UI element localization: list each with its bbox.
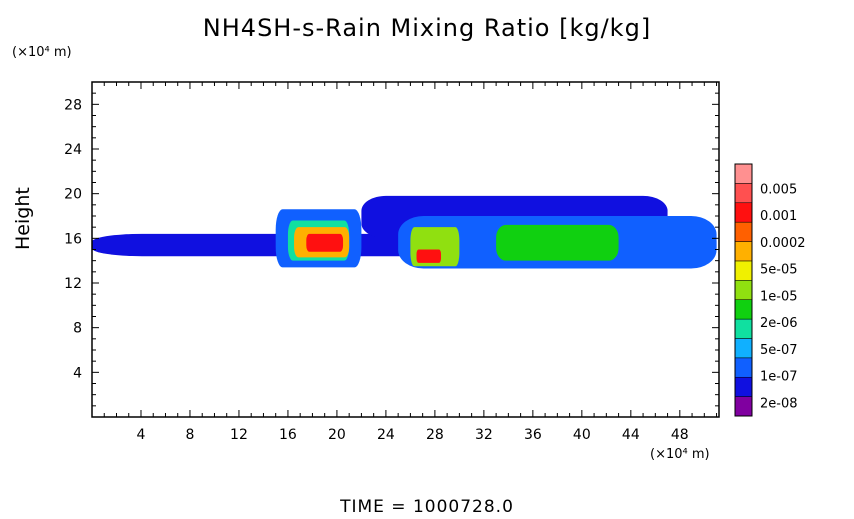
x-tick-label: 48 xyxy=(671,427,689,443)
time-label: TIME = 1000728.0 xyxy=(340,497,514,517)
y-tick-label: 4 xyxy=(73,365,82,381)
x-axis-unit: (×10⁴ m) xyxy=(650,447,710,462)
y-axis-unit: (×10⁴ m) xyxy=(12,45,72,60)
colorbar-swatch xyxy=(734,338,753,359)
colorbar-label: 1e-07 xyxy=(760,370,798,385)
colorbar-swatch xyxy=(734,318,753,339)
colorbar-swatch xyxy=(734,241,753,262)
y-tick-label: 20 xyxy=(64,187,82,203)
colorbar-swatch xyxy=(734,202,753,223)
colorbar-swatch xyxy=(734,299,753,320)
x-tick-label: 8 xyxy=(186,427,195,443)
x-tick-label: 16 xyxy=(279,427,297,443)
x-tick-label: 24 xyxy=(377,427,395,443)
colorbar-label: 2e-08 xyxy=(760,396,798,411)
colorbar-label: 2e-06 xyxy=(760,316,798,331)
colorbar-swatch xyxy=(734,376,753,397)
colorbar-label: 5e-07 xyxy=(760,343,798,358)
x-tick-label: 44 xyxy=(622,427,640,443)
colorbar-swatch xyxy=(734,280,753,300)
colorbar-label: 1e-05 xyxy=(760,289,798,304)
y-tick-label: 8 xyxy=(73,321,82,337)
x-tick-label: 32 xyxy=(475,427,493,443)
colorbar-label: 5e-05 xyxy=(760,263,798,278)
colorbar-label: 0.0002 xyxy=(760,236,806,251)
colorbar-swatch xyxy=(734,357,753,378)
x-tick-label: 40 xyxy=(573,427,591,443)
colorbar-swatch xyxy=(734,183,753,204)
chart-title: NH4SH-s-Rain Mixing Ratio [kg/kg] xyxy=(202,14,652,42)
colorbar-frame xyxy=(734,163,753,417)
field-region xyxy=(416,249,442,263)
colorbar-swatch xyxy=(734,163,753,184)
x-tick-label: 36 xyxy=(524,427,542,443)
y-tick-label: 28 xyxy=(64,97,82,113)
y-tick-label: 16 xyxy=(64,231,82,247)
field-region xyxy=(496,224,619,261)
field-region xyxy=(306,233,344,252)
x-tick-label: 12 xyxy=(230,427,248,443)
y-tick-label: 24 xyxy=(64,142,82,158)
colorbar-label: 0.001 xyxy=(760,209,797,224)
colorbar-swatch xyxy=(734,221,753,242)
x-tick-label: 4 xyxy=(137,427,146,443)
x-tick-label: 20 xyxy=(328,427,346,443)
y-tick-label: 12 xyxy=(64,276,82,292)
colorbar-label: 0.005 xyxy=(760,182,797,197)
x-tick-label: 28 xyxy=(426,427,444,443)
colorbar-swatch xyxy=(734,396,753,417)
colorbar-swatch xyxy=(734,260,753,281)
